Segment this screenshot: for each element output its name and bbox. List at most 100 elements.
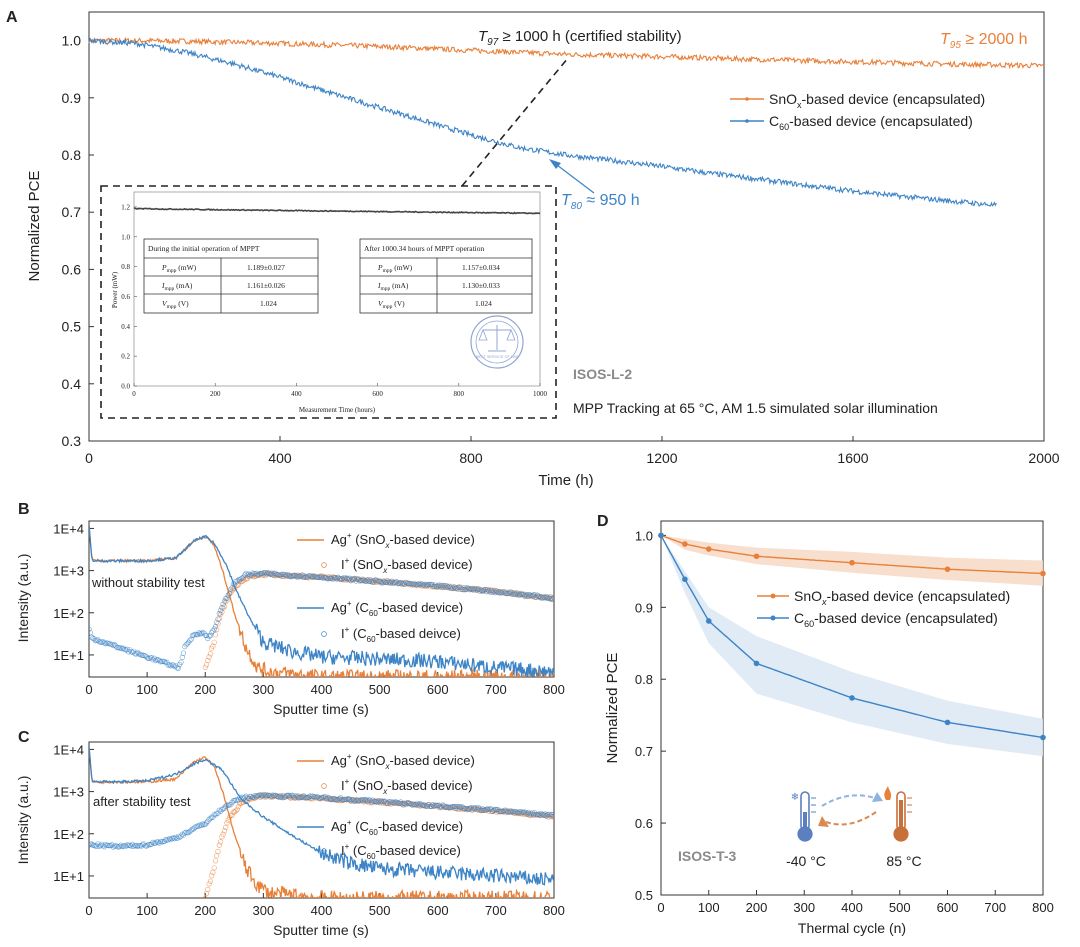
inset-x-tick-label: 800 <box>454 390 465 398</box>
x-tick-label: 700 <box>485 682 507 697</box>
panel-a: A 0.3 0.4 0.5 0.6 0.7 0.8 0.9 1.0 0 400 800 1200 16… <box>6 9 1060 489</box>
x-tick-label: 400 <box>311 903 333 918</box>
series-a-snox <box>88 36 1045 70</box>
t80-arrowhead <box>549 159 561 169</box>
x-tick-label-d: 600 <box>937 900 959 915</box>
x-tick-label-d: 0 <box>657 900 664 915</box>
x-tick-label-a: 400 <box>268 450 292 466</box>
panel-label-c: C <box>18 729 30 746</box>
x-tick-label: 400 <box>311 682 333 697</box>
x-tick-label: 300 <box>253 903 275 918</box>
legend-label: Ag+ (SnOx-based device) <box>331 531 475 550</box>
t95-annotation: T95 ≥ 2000 h <box>940 31 1028 51</box>
y-tick-label-a: 0.9 <box>62 90 82 106</box>
cold-thermometer-icon: ❄ <box>791 791 816 842</box>
legend-label: Ag+ (C60-based device) <box>331 818 463 837</box>
x-tick-label-a: 1200 <box>646 450 677 466</box>
inset-x-label: Measurement Time (hours) <box>299 406 376 414</box>
inset-y-label: Power (mW) <box>111 271 119 308</box>
x-tick-label: 800 <box>543 682 565 697</box>
t80-arrow <box>552 161 595 194</box>
legend-label: I+ (C60-based device) <box>341 842 461 861</box>
legend-d-label-c60: C60-based device (encapsulated) <box>794 610 998 629</box>
point-d-c60 <box>705 618 712 624</box>
panel-d: D 0.5 0.6 0.7 0.8 0.9 1.0 0 100 200 300 400 500 600 7… <box>597 513 1054 936</box>
table2-row-v-value: 1.024 <box>475 299 492 308</box>
legend-label: I+ (SnOx-based device) <box>341 777 473 796</box>
table1-header: During the initial operation of MPPT <box>148 244 260 253</box>
note-b: without stability test <box>91 575 205 590</box>
y-axis-label-d: Normalized PCE <box>604 653 621 764</box>
x-tick-label-a: 1600 <box>837 450 868 466</box>
cycle-arrows-icon <box>818 792 883 827</box>
table2-row-v-label: Vmpp (V) <box>378 299 405 310</box>
x-axis-label-d: Thermal cycle (n) <box>798 920 906 936</box>
panel-label-a: A <box>6 9 18 26</box>
legend-a-label-c60: C60-based device (encapsulated) <box>769 113 973 132</box>
y-tick-label-d: 0.8 <box>635 672 653 687</box>
inset-y-tick-label: 1.0 <box>121 233 130 241</box>
tof-series-orange-line <box>89 746 554 898</box>
x-tick-label: 700 <box>485 903 507 918</box>
x-tick-label-d: 700 <box>984 900 1006 915</box>
table2-row-p-value: 1.157±0.034 <box>462 263 500 272</box>
x-tick-label: 200 <box>194 682 216 697</box>
y-tick-label-a: 1.0 <box>62 33 82 49</box>
inset-certificate: 0.0 0.2 0.4 0.6 0.8 1.0 1.2 0 200 400 600 800 1000 M… <box>100 185 557 419</box>
error-band-c60 <box>661 535 1043 757</box>
x-axis-label-a: Time (h) <box>538 472 593 489</box>
hot-thermometer-icon <box>884 786 912 842</box>
table1-row-p-label: Pmpp (mW) <box>161 263 197 274</box>
y-axis-label-a: Normalized PCE <box>26 171 43 282</box>
x-tick-label-d: 100 <box>698 900 720 915</box>
y-tick-label-d: 1.0 <box>635 528 653 543</box>
table1-row-p-value: 1.189±0.027 <box>247 263 285 272</box>
tof-series-orange-circle <box>202 570 554 670</box>
protocol-label-d: ISOS-T-3 <box>678 848 737 864</box>
y-tick-label-d: 0.5 <box>635 888 653 903</box>
x-tick-label: 300 <box>253 682 275 697</box>
inset-y-tick-label: 0.4 <box>121 323 130 331</box>
hot-temp-label: 85 °C <box>886 853 921 869</box>
inset-power-series <box>133 207 541 215</box>
legend-label: Ag+ (SnOx-based device) <box>331 752 475 771</box>
table2-row-i-value: 1.130±0.033 <box>462 281 500 290</box>
point-d-snox <box>849 559 855 566</box>
x-tick-label: 200 <box>194 903 216 918</box>
inset-x-tick-label: 600 <box>372 390 383 398</box>
table1-row-i-value: 1.161±0.026 <box>247 281 285 290</box>
x-tick-label-a: 2000 <box>1028 450 1059 466</box>
t97-annotation: T97 ≥ 1000 h (certified stability) <box>478 28 682 48</box>
y-axis-label-c: Intensity (a.u.) <box>15 776 31 865</box>
x-tick-label: 500 <box>369 682 391 697</box>
y-tick-label: 1E+2 <box>53 606 84 621</box>
note-c: after stability test <box>93 794 191 809</box>
tof-series-blue-line <box>89 524 554 677</box>
x-tick-label-a: 0 <box>85 450 93 466</box>
x-tick-label: 600 <box>427 682 449 697</box>
y-tick-label-d: 0.7 <box>635 744 653 759</box>
x-tick-label: 600 <box>427 903 449 918</box>
legend-circle <box>321 562 327 568</box>
point-d-c60 <box>944 719 951 726</box>
inset-y-tick-label: 1.2 <box>121 203 130 211</box>
x-tick-label: 100 <box>136 903 158 918</box>
point-d-c60 <box>1040 734 1046 741</box>
point-d-snox <box>682 541 688 547</box>
seal-text: BEST SERVICE OF LAB <box>476 355 519 359</box>
inset-x-tick-label: 200 <box>210 390 221 398</box>
point-d-snox <box>1040 570 1046 577</box>
certification-seal-icon: BEST SERVICE OF LAB <box>470 315 524 369</box>
inset-y-tick-label: 0.6 <box>121 293 130 301</box>
inset-table-after: After 1000.34 hours of MPPT operation Pm… <box>359 238 533 314</box>
legend-d-marker-snox <box>770 593 776 599</box>
y-tick-label-a: 0.4 <box>62 376 82 392</box>
inset-x-tick-label: 0 <box>132 390 136 398</box>
y-tick-label-d: 0.6 <box>635 816 653 831</box>
y-tick-label-a: 0.7 <box>62 204 82 220</box>
x-tick-label: 0 <box>85 682 92 697</box>
x-tick-label-d: 300 <box>793 900 815 915</box>
y-tick-label: 1E+2 <box>53 827 84 842</box>
y-tick-label: 1E+4 <box>53 742 84 757</box>
panel-label-d: D <box>597 513 609 530</box>
